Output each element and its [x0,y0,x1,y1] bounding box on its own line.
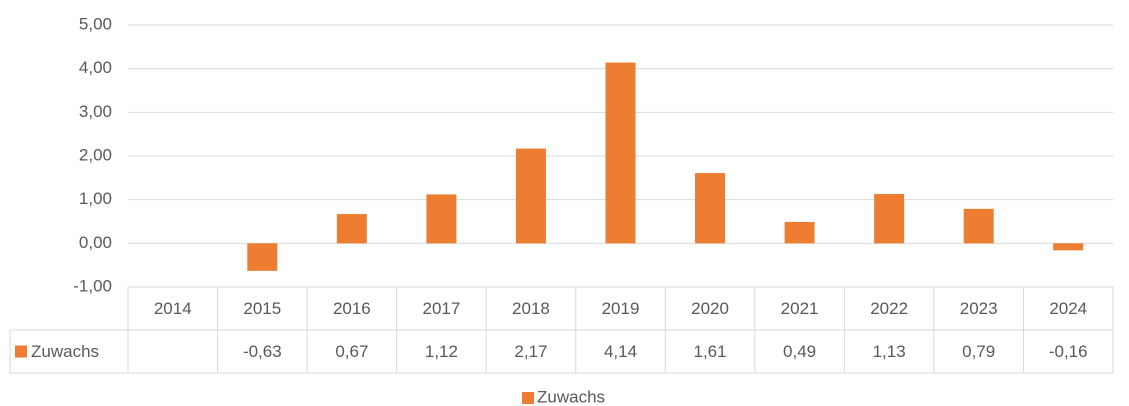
x-tick-label: 2021 [781,299,819,318]
y-tick-label: -1,00 [73,276,112,295]
bar [1053,243,1084,251]
bar [695,173,726,244]
x-tick-label: 2019 [602,299,640,318]
legend-key [15,345,27,358]
y-tick-label: 1,00 [79,189,112,208]
y-tick-label: 2,00 [79,145,112,164]
bar [874,193,905,244]
table-value: -0,63 [243,342,282,361]
legend-key [522,392,534,404]
y-tick-label: 5,00 [79,14,112,33]
bar [515,148,546,244]
table-value: 1,12 [425,342,458,361]
table-value: 0,49 [783,342,816,361]
bar [247,243,278,271]
x-tick-label: 2022 [870,299,908,318]
x-tick-label: 2018 [512,299,550,318]
x-tick-label: 2016 [333,299,371,318]
table-value: -0,16 [1049,342,1088,361]
bar [605,62,636,244]
table-value: 0,67 [335,342,368,361]
y-tick-label: 0,00 [79,233,112,252]
x-tick-label: 2017 [422,299,460,318]
table-value: 1,13 [873,342,906,361]
bar [963,208,994,244]
x-tick-label: 2020 [691,299,729,318]
x-tick-label: 2024 [1049,299,1087,318]
bar [784,221,815,244]
x-tick-label: 2014 [154,299,192,318]
table-value: 1,61 [693,342,726,361]
x-tick-label: 2023 [960,299,998,318]
table-value: 2,17 [514,342,547,361]
y-tick-label: 4,00 [79,58,112,77]
table-value: 0,79 [962,342,995,361]
legend-label: Zuwachs [537,387,605,406]
bar [336,214,367,244]
bar [426,194,457,244]
table-series-name: Zuwachs [31,342,99,361]
y-tick-label: 3,00 [79,102,112,121]
table-value: 4,14 [604,342,637,361]
x-tick-label: 2015 [243,299,281,318]
